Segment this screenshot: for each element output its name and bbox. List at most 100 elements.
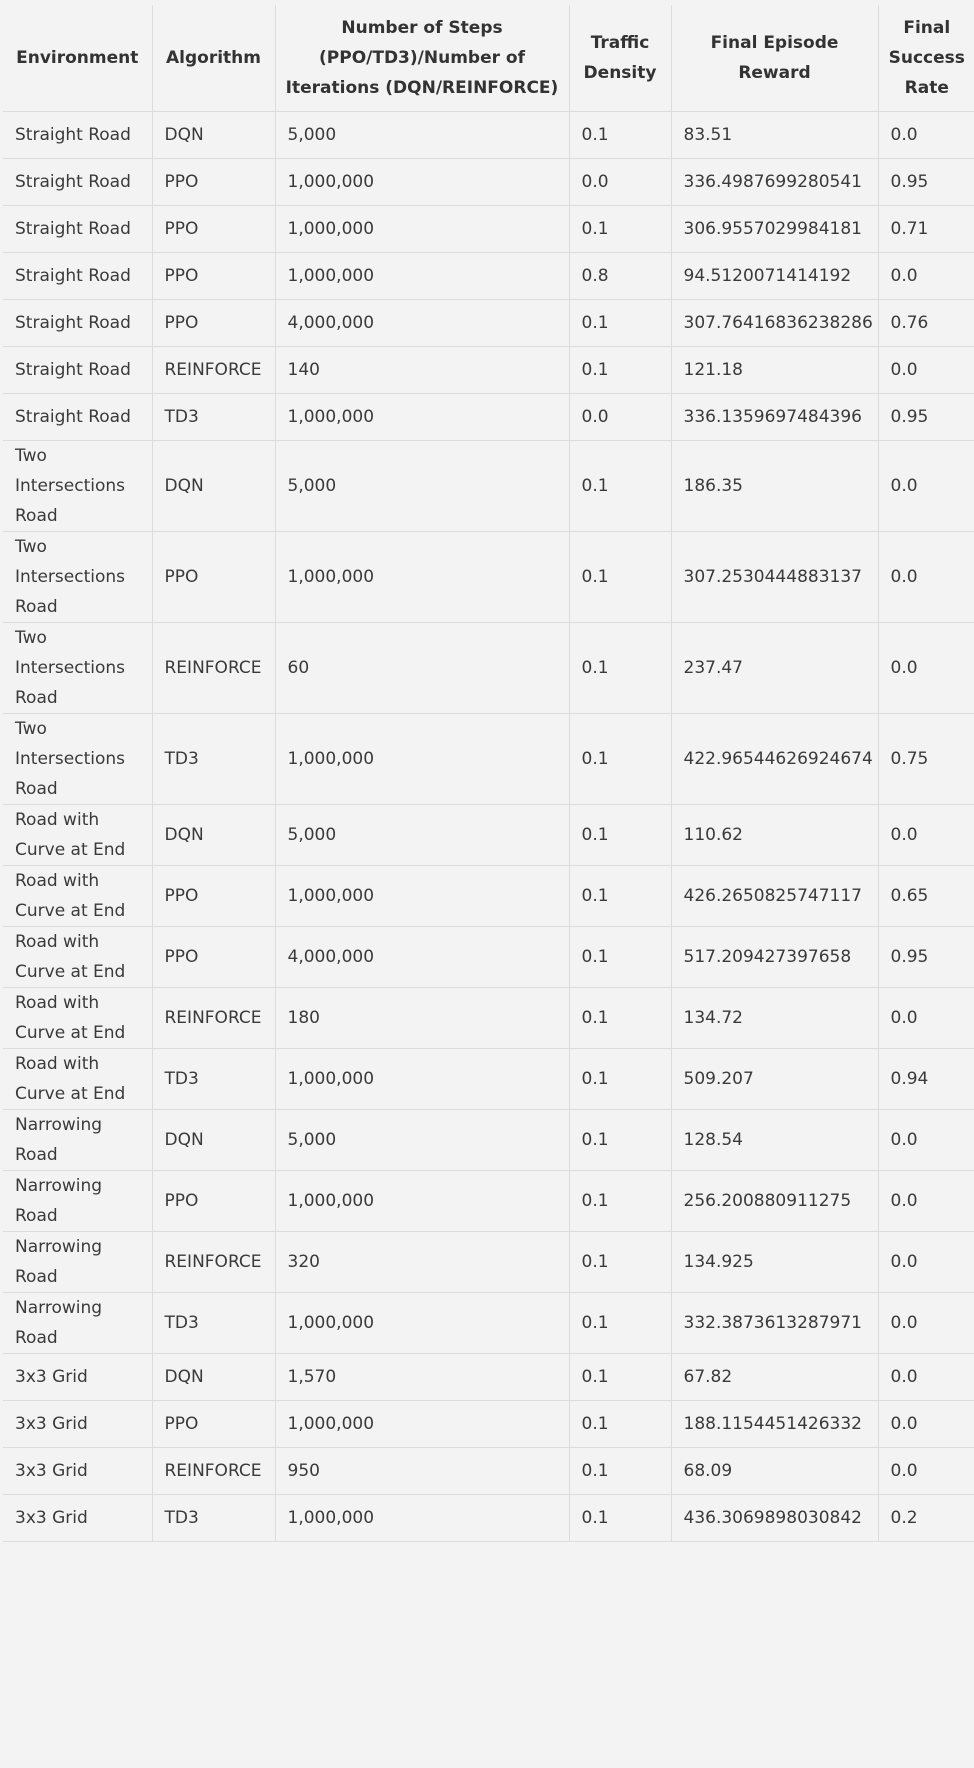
header-row: Environment Algorithm Number of Steps (P… xyxy=(3,5,974,112)
cell-reward: 307.76416836238286 xyxy=(670,299,879,347)
cell-environment: Narrowing Road xyxy=(3,1231,153,1293)
cell-steps: 320 xyxy=(274,1231,570,1293)
table-row: Road with Curve at End REINFORCE 180 0.1 134… xyxy=(3,987,974,1049)
header-final-success-rate: Final Success Rate xyxy=(877,5,974,112)
table-row: Road with Curve at End TD3 1,000,000 0.1 509… xyxy=(3,1048,974,1110)
cell-reward: 422.96544626924674 xyxy=(670,713,879,805)
cell-success-rate: 0.0 xyxy=(877,804,974,866)
cell-algorithm: DQN xyxy=(151,1109,276,1171)
cell-steps: 180 xyxy=(274,987,570,1049)
cell-steps: 4,000,000 xyxy=(274,926,570,988)
results-table: Environment Algorithm Number of Steps (P… xyxy=(3,5,974,1542)
cell-reward: 336.4987699280541 xyxy=(670,158,879,206)
cell-success-rate: 0.0 xyxy=(877,622,974,714)
cell-algorithm: PPO xyxy=(151,252,276,300)
cell-algorithm: DQN xyxy=(151,804,276,866)
cell-steps: 1,000,000 xyxy=(274,531,570,623)
cell-steps: 140 xyxy=(274,346,570,394)
cell-steps: 5,000 xyxy=(274,1109,570,1171)
cell-reward: 110.62 xyxy=(670,804,879,866)
cell-reward: 306.9557029984181 xyxy=(670,205,879,253)
cell-algorithm: REINFORCE xyxy=(151,622,276,714)
cell-steps: 60 xyxy=(274,622,570,714)
cell-reward: 256.200880911275 xyxy=(670,1170,879,1232)
cell-traffic-density: 0.1 xyxy=(568,865,672,927)
cell-algorithm: REINFORCE xyxy=(151,987,276,1049)
cell-steps: 1,000,000 xyxy=(274,1494,570,1542)
cell-environment: Straight Road xyxy=(3,393,153,441)
table-row: Straight Road PPO 4,000,000 0.1 307.76416836… xyxy=(3,299,974,347)
cell-reward: 426.2650825747117 xyxy=(670,865,879,927)
cell-traffic-density: 0.1 xyxy=(568,987,672,1049)
cell-success-rate: 0.95 xyxy=(877,393,974,441)
cell-success-rate: 0.95 xyxy=(877,926,974,988)
cell-environment: Two Intersections Road xyxy=(3,440,153,532)
table-row: Straight Road PPO 1,000,000 0.0 336.49876992… xyxy=(3,158,974,206)
table-header: Environment Algorithm Number of Steps (P… xyxy=(3,5,974,112)
table-row: Straight Road REINFORCE 140 0.1 121.18 0.0 xyxy=(3,346,974,394)
table-row: Straight Road TD3 1,000,000 0.0 336.13596974… xyxy=(3,393,974,441)
cell-success-rate: 0.0 xyxy=(877,531,974,623)
cell-traffic-density: 0.8 xyxy=(568,252,672,300)
cell-success-rate: 0.0 xyxy=(877,1353,974,1401)
cell-traffic-density: 0.1 xyxy=(568,1447,672,1495)
cell-environment: Road with Curve at End xyxy=(3,865,153,927)
cell-traffic-density: 0.1 xyxy=(568,926,672,988)
table-row: Road with Curve at End PPO 4,000,000 0.1 517… xyxy=(3,926,974,988)
cell-success-rate: 0.0 xyxy=(877,1292,974,1354)
cell-environment: Straight Road xyxy=(3,205,153,253)
cell-algorithm: DQN xyxy=(151,440,276,532)
cell-traffic-density: 0.1 xyxy=(568,346,672,394)
cell-algorithm: PPO xyxy=(151,158,276,206)
cell-algorithm: PPO xyxy=(151,531,276,623)
table-row: Straight Road DQN 5,000 0.1 83.51 0.0 xyxy=(3,111,974,159)
cell-steps: 1,000,000 xyxy=(274,1170,570,1232)
table-row: Two Intersections Road REINFORCE 60 0.1 237.… xyxy=(3,622,974,714)
cell-environment: Straight Road xyxy=(3,158,153,206)
cell-steps: 5,000 xyxy=(274,804,570,866)
cell-traffic-density: 0.1 xyxy=(568,111,672,159)
cell-steps: 1,000,000 xyxy=(274,1292,570,1354)
cell-traffic-density: 0.0 xyxy=(568,158,672,206)
cell-success-rate: 0.94 xyxy=(877,1048,974,1110)
cell-environment: 3x3 Grid xyxy=(3,1494,153,1542)
cell-environment: Straight Road xyxy=(3,346,153,394)
table-row: Straight Road PPO 1,000,000 0.1 306.95570299… xyxy=(3,205,974,253)
cell-success-rate: 0.71 xyxy=(877,205,974,253)
cell-traffic-density: 0.1 xyxy=(568,205,672,253)
cell-algorithm: PPO xyxy=(151,1170,276,1232)
cell-reward: 134.72 xyxy=(670,987,879,1049)
cell-environment: Straight Road xyxy=(3,111,153,159)
cell-steps: 1,000,000 xyxy=(274,252,570,300)
cell-reward: 128.54 xyxy=(670,1109,879,1171)
cell-environment: Straight Road xyxy=(3,299,153,347)
cell-environment: Road with Curve at End xyxy=(3,1048,153,1110)
cell-reward: 186.35 xyxy=(670,440,879,532)
cell-traffic-density: 0.1 xyxy=(568,1048,672,1110)
header-environment: Environment xyxy=(3,5,153,112)
table-row: Two Intersections Road PPO 1,000,000 0.1 307… xyxy=(3,531,974,623)
cell-reward: 509.207 xyxy=(670,1048,879,1110)
cell-traffic-density: 0.1 xyxy=(568,1109,672,1171)
cell-algorithm: TD3 xyxy=(151,1292,276,1354)
cell-reward: 134.925 xyxy=(670,1231,879,1293)
header-final-episode-reward: Final Episode Reward xyxy=(670,5,879,112)
cell-steps: 1,000,000 xyxy=(274,713,570,805)
cell-traffic-density: 0.0 xyxy=(568,393,672,441)
cell-algorithm: REINFORCE xyxy=(151,1447,276,1495)
cell-traffic-density: 0.1 xyxy=(568,440,672,532)
cell-reward: 83.51 xyxy=(670,111,879,159)
header-algorithm: Algorithm xyxy=(151,5,276,112)
cell-environment: 3x3 Grid xyxy=(3,1353,153,1401)
cell-success-rate: 0.76 xyxy=(877,299,974,347)
cell-algorithm: REINFORCE xyxy=(151,1231,276,1293)
cell-success-rate: 0.0 xyxy=(877,111,974,159)
cell-reward: 336.1359697484396 xyxy=(670,393,879,441)
cell-success-rate: 0.0 xyxy=(877,1109,974,1171)
cell-steps: 1,000,000 xyxy=(274,1048,570,1110)
cell-success-rate: 0.2 xyxy=(877,1494,974,1542)
cell-algorithm: TD3 xyxy=(151,1048,276,1110)
table-row: 3x3 Grid PPO 1,000,000 0.1 188.1154451426332… xyxy=(3,1400,974,1448)
cell-environment: Road with Curve at End xyxy=(3,804,153,866)
cell-steps: 1,000,000 xyxy=(274,865,570,927)
